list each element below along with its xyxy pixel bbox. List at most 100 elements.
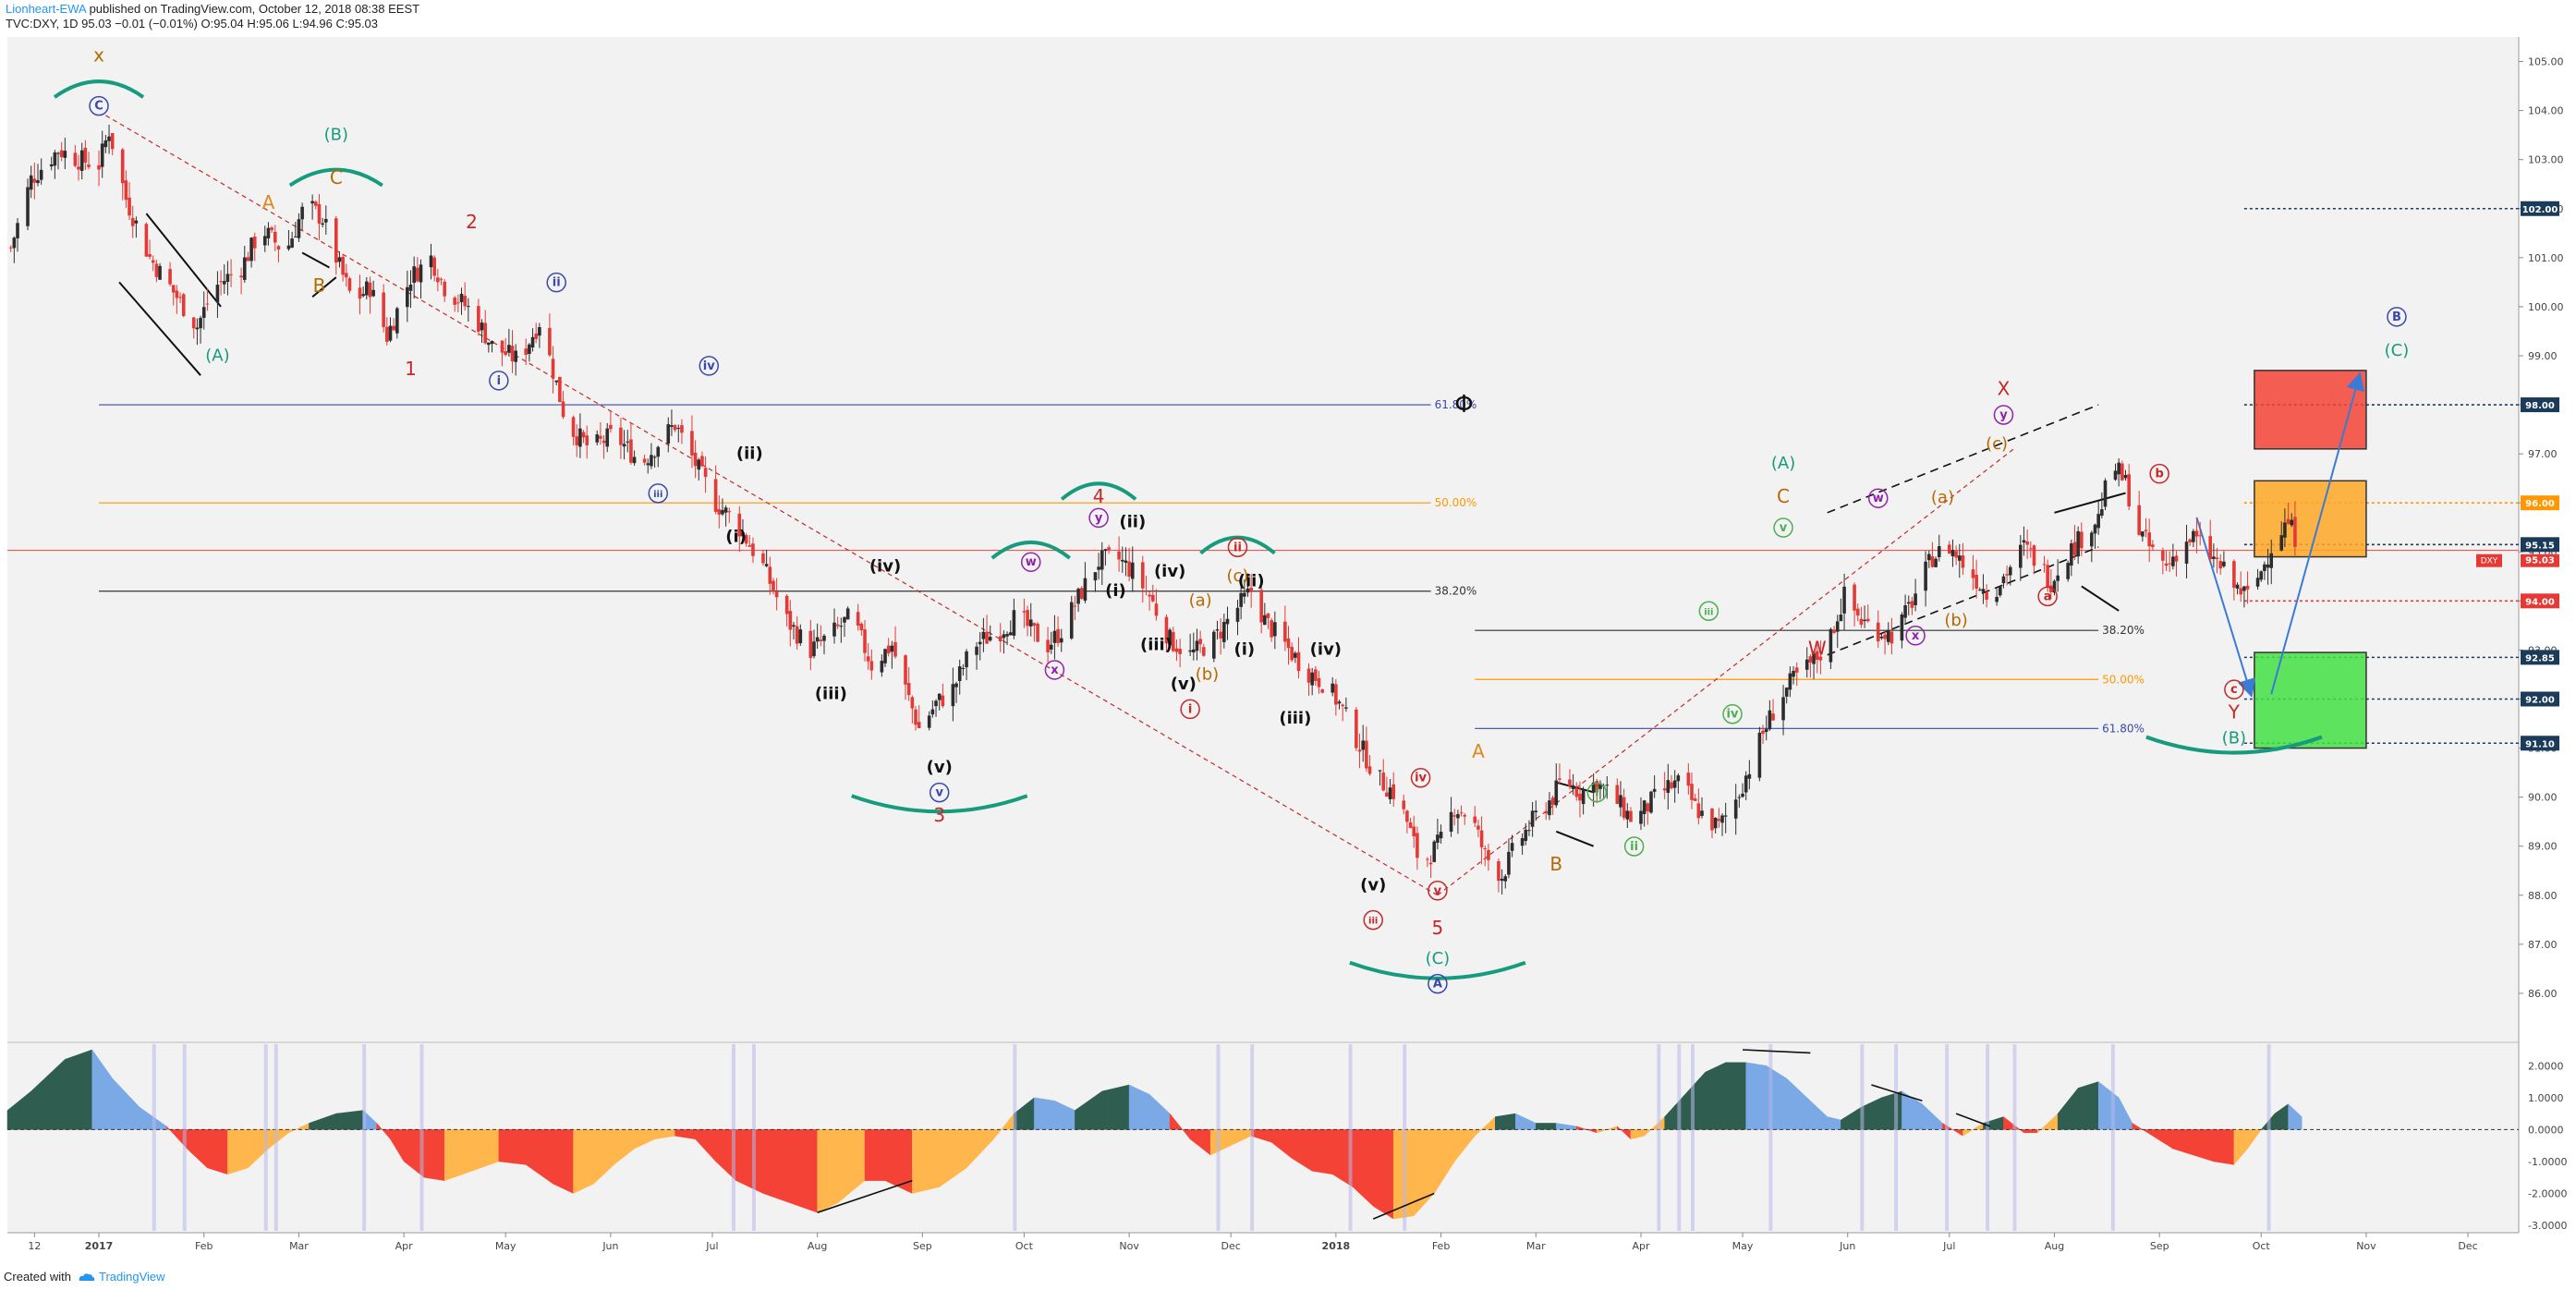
- candle-body: [103, 140, 108, 148]
- wave-label: (v): [927, 758, 953, 777]
- candle-body: [1934, 558, 1938, 567]
- candle-body: [2103, 480, 2108, 507]
- target-level-label: 102.00: [2522, 205, 2558, 215]
- candle-body: [2232, 561, 2236, 588]
- candle-body: [385, 326, 389, 342]
- candle-body: [2215, 557, 2219, 560]
- candle-body: [290, 238, 294, 248]
- wave-label: iii: [1368, 917, 1378, 927]
- oscillator-tick-label: -2.0000: [2528, 1187, 2567, 1199]
- wave-arc: [990, 541, 1071, 560]
- candle-body: [459, 293, 464, 303]
- tradingview-logo[interactable]: TradingView: [79, 1270, 165, 1284]
- candle-body: [252, 236, 257, 249]
- candle-body: [1924, 561, 1927, 591]
- candle-body: [1120, 559, 1124, 562]
- candle-body: [1388, 787, 1392, 799]
- candle-body: [266, 227, 271, 238]
- wave-label: (i): [1234, 640, 1256, 660]
- oscillator-signal-band: [1250, 1044, 1255, 1231]
- candle-body: [1008, 632, 1013, 636]
- candle-body: [822, 635, 826, 641]
- wave-label: 4: [1093, 485, 1105, 507]
- candle-body: [1744, 775, 1748, 793]
- time-tick-label: May: [1732, 1240, 1754, 1252]
- candle-body: [480, 322, 484, 331]
- candle-body: [1957, 555, 1962, 561]
- candle-body: [619, 427, 623, 445]
- candle-body: [1985, 592, 1988, 600]
- candle-body: [1334, 684, 1338, 705]
- candle-body: [1883, 634, 1887, 639]
- candle-body: [181, 294, 186, 317]
- author-link[interactable]: Lionheart-EWA: [6, 2, 86, 16]
- candle-body: [605, 428, 610, 447]
- wave-label-circle: [1088, 507, 1109, 529]
- candle-body: [1900, 614, 1904, 641]
- candle-body: [1130, 562, 1135, 579]
- oscillator-signal-band: [1894, 1044, 1899, 1231]
- wave-label: v: [1434, 884, 1442, 898]
- oscillator-signal-band: [2110, 1044, 2115, 1231]
- candle-body: [2066, 563, 2070, 579]
- wave-label-circle: [489, 371, 509, 391]
- candle-body: [2266, 564, 2270, 568]
- candle-body: [737, 513, 742, 537]
- time-tick-label: Apr: [395, 1240, 414, 1252]
- candle-body: [297, 219, 301, 238]
- candle-body: [2151, 544, 2155, 548]
- green-target-zone: [2254, 651, 2367, 749]
- candle-body: [1771, 713, 1775, 721]
- candle-body: [1428, 862, 1433, 865]
- candle-body: [2283, 522, 2287, 538]
- candle-body: [1961, 555, 1965, 568]
- candle-body: [1879, 636, 1884, 639]
- wave-label-circle: [1044, 660, 1065, 680]
- candle-body: [1083, 578, 1088, 601]
- candle-body: [772, 580, 775, 591]
- candle-body: [622, 444, 626, 447]
- candle-body: [1761, 730, 1765, 735]
- wave-label: a: [2044, 590, 2052, 603]
- candle-body: [2293, 517, 2297, 547]
- candle-body: [1294, 652, 1297, 658]
- wave-label-circle: [1020, 552, 1041, 572]
- wave-label-circle: [1428, 881, 1448, 901]
- candle-body: [2242, 586, 2246, 591]
- candle-body: [528, 344, 531, 354]
- oscillator-area: [1705, 1062, 1726, 1130]
- candle-body: [571, 417, 576, 437]
- candle-body: [487, 342, 491, 346]
- candle-body: [1416, 833, 1419, 858]
- oscillator-tick-label: 2.0000: [2528, 1060, 2564, 1072]
- candle-body: [988, 637, 992, 641]
- candle-body: [63, 151, 67, 158]
- oscillator-signal-band: [1768, 1044, 1773, 1231]
- candle-body: [1378, 770, 1382, 772]
- oscillator-signal-band: [1216, 1044, 1221, 1231]
- candle-body: [843, 616, 846, 623]
- candle-body: [1510, 843, 1514, 851]
- candle-body: [1717, 819, 1721, 821]
- current-price-label: 95.03: [2525, 556, 2555, 566]
- oscillator-signal-band: [1860, 1044, 1865, 1231]
- candle-body: [917, 722, 921, 729]
- candle-body: [416, 267, 419, 282]
- candle-body: [300, 206, 304, 220]
- candle-body: [1178, 649, 1182, 654]
- candle-body: [154, 263, 159, 277]
- candle-body: [1622, 797, 1626, 818]
- candle-body: [1355, 709, 1358, 748]
- candle-body: [128, 197, 131, 216]
- target-level-label: 94.00: [2525, 597, 2555, 607]
- wave-label-circle: [1180, 699, 1200, 720]
- candle-body: [1381, 773, 1386, 791]
- candle-body: [2279, 535, 2284, 551]
- candle-body: [904, 655, 907, 685]
- candle-body: [2096, 514, 2100, 529]
- candle-body: [242, 257, 247, 280]
- divergence-line: [817, 1179, 913, 1213]
- candle-body: [880, 661, 884, 673]
- candle-body: [1069, 602, 1074, 639]
